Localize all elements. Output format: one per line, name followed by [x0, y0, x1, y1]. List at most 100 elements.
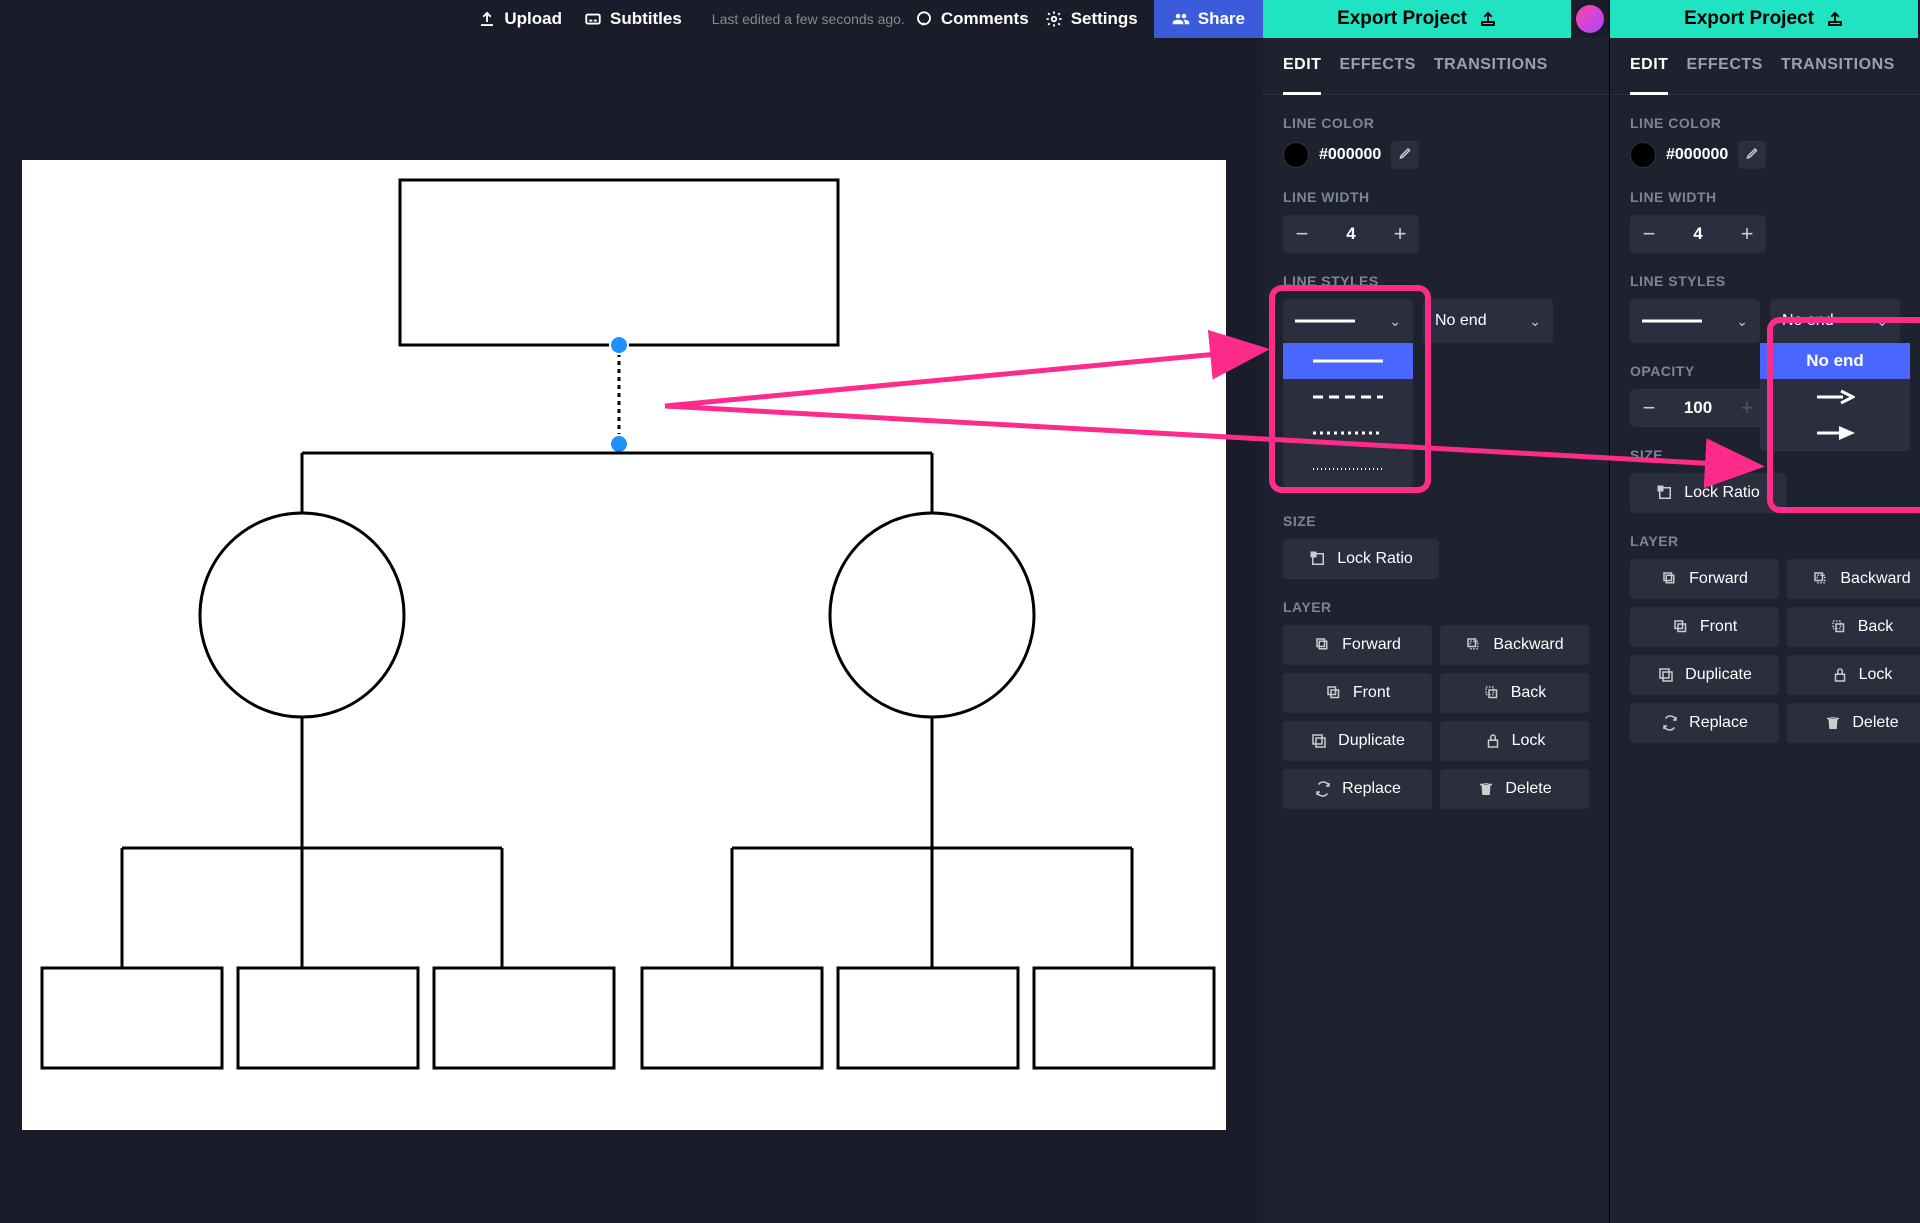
replace-button-1[interactable]: Replace	[1283, 769, 1432, 809]
duplicate-button-1[interactable]: Duplicate	[1283, 721, 1432, 761]
canvas-svg	[22, 160, 1226, 1130]
avatar-image-1	[1576, 5, 1604, 33]
lock-ratio-icon	[1656, 484, 1674, 502]
export-button-2[interactable]: Export Project	[1610, 0, 1918, 38]
backward-button-2[interactable]: Backward	[1787, 559, 1920, 599]
settings-button[interactable]: Settings	[1045, 9, 1138, 29]
delete-button-2[interactable]: Delete	[1787, 703, 1920, 743]
duplicate-label: Duplicate	[1685, 666, 1752, 684]
back-label: Back	[1858, 618, 1894, 636]
edit-panel-1: Export Project EDIT EFFECTS TRANSITIONS …	[1263, 0, 1609, 1223]
chevron-down-icon: ⌄	[1876, 313, 1888, 330]
subtitles-label: Subtitles	[610, 9, 682, 29]
canvas-area[interactable]	[22, 160, 1226, 1130]
delete-button-1[interactable]: Delete	[1440, 769, 1589, 809]
forward-button-2[interactable]: Forward	[1630, 559, 1779, 599]
front-button-2[interactable]: Front	[1630, 607, 1779, 647]
tab-transitions-2[interactable]: TRANSITIONS	[1781, 56, 1895, 84]
layer-label-1: LAYER	[1263, 579, 1609, 625]
duplicate-icon	[1310, 732, 1328, 750]
forward-label: Forward	[1689, 570, 1748, 588]
line-width-stepper-2: − 4 +	[1630, 215, 1766, 253]
opacity-val-2: 100	[1668, 398, 1728, 418]
lock-button-2[interactable]: Lock	[1787, 655, 1920, 695]
replace-label: Replace	[1342, 780, 1401, 798]
edit-panel-2: Export Project EDIT EFFECTS TRANSITIONS …	[1610, 0, 1920, 1223]
duplicate-icon	[1657, 666, 1675, 684]
duplicate-button-2[interactable]: Duplicate	[1630, 655, 1779, 695]
backward-icon	[1465, 636, 1483, 654]
line-end-select-1[interactable]: No end ⌄	[1423, 299, 1553, 343]
tab-edit-1[interactable]: EDIT	[1283, 56, 1321, 95]
line-end-opt-arrow-solid[interactable]	[1760, 415, 1910, 451]
upload-label: Upload	[504, 9, 562, 29]
forward-button-1[interactable]: Forward	[1283, 625, 1432, 665]
eyedropper-icon-1[interactable]	[1391, 141, 1419, 169]
forward-icon	[1661, 570, 1679, 588]
line-end-opt-arrow-open[interactable]	[1760, 379, 1910, 415]
line-style-select-2[interactable]: ⌄	[1630, 299, 1760, 343]
tab-edit-2[interactable]: EDIT	[1630, 56, 1668, 95]
lock-label: Lock	[1859, 666, 1893, 684]
replace-button-2[interactable]: Replace	[1630, 703, 1779, 743]
line-style-solid-icon	[1642, 319, 1702, 323]
line-style-opt-fine-dotted[interactable]	[1283, 451, 1413, 487]
line-style-opt-dotted[interactable]	[1283, 415, 1413, 451]
line-color-hex-1: #000000	[1319, 146, 1381, 164]
delete-icon	[1824, 714, 1842, 732]
delete-label: Delete	[1505, 780, 1551, 798]
line-styles-label-1: LINE STYLES	[1263, 253, 1609, 299]
line-width-val-1: 4	[1321, 224, 1381, 244]
backward-button-1[interactable]: Backward	[1440, 625, 1589, 665]
lock-ratio-button-1[interactable]: Lock Ratio	[1283, 539, 1439, 579]
layer-label-2: LAYER	[1610, 513, 1920, 559]
share-button[interactable]: Share	[1154, 0, 1263, 38]
opacity-dec-2[interactable]: −	[1630, 389, 1668, 427]
line-width-dec-1[interactable]: −	[1283, 215, 1321, 253]
line-end-select-2[interactable]: No end ⌄ No end	[1770, 299, 1900, 343]
front-button-1[interactable]: Front	[1283, 673, 1432, 713]
line-color-swatch-2[interactable]	[1630, 142, 1656, 168]
back-button-1[interactable]: Back	[1440, 673, 1589, 713]
front-icon	[1672, 618, 1690, 636]
line-color-swatch-1[interactable]	[1283, 142, 1309, 168]
lock-button-1[interactable]: Lock	[1440, 721, 1589, 761]
tab-effects-2[interactable]: EFFECTS	[1686, 56, 1762, 84]
comments-icon	[915, 10, 933, 28]
line-style-opt-solid[interactable]	[1283, 343, 1413, 379]
size-label-1: SIZE	[1263, 493, 1609, 539]
settings-label: Settings	[1071, 9, 1138, 29]
upload-button[interactable]: Upload	[478, 9, 562, 29]
avatar-1[interactable]	[1571, 0, 1609, 38]
replace-label: Replace	[1689, 714, 1748, 732]
lock-icon	[1484, 732, 1502, 750]
export-label-2: Export Project	[1684, 8, 1814, 30]
duplicate-label: Duplicate	[1338, 732, 1405, 750]
lock-ratio-label-2: Lock Ratio	[1684, 484, 1760, 502]
line-style-opt-dashed[interactable]	[1283, 379, 1413, 415]
line-width-inc-2[interactable]: +	[1728, 215, 1766, 253]
subtitles-button[interactable]: Subtitles	[584, 9, 682, 29]
export-button-1[interactable]: Export Project	[1263, 0, 1571, 38]
tab-effects-1[interactable]: EFFECTS	[1339, 56, 1415, 84]
line-end-label-2: No end	[1782, 312, 1834, 330]
comments-button[interactable]: Comments	[915, 9, 1029, 29]
line-end-opt-none[interactable]: No end	[1760, 343, 1910, 379]
line-width-inc-1[interactable]: +	[1381, 215, 1419, 253]
delete-icon	[1477, 780, 1495, 798]
lock-icon	[1831, 666, 1849, 684]
back-button-2[interactable]: Back	[1787, 607, 1920, 647]
last-edited-text: Last edited a few seconds ago.	[712, 11, 905, 27]
eyedropper-icon-2[interactable]	[1738, 141, 1766, 169]
tab-transitions-1[interactable]: TRANSITIONS	[1434, 56, 1548, 84]
line-style-select-1[interactable]: ⌄	[1283, 299, 1413, 343]
upload-icon	[478, 10, 496, 28]
replace-icon	[1661, 714, 1679, 732]
lock-ratio-icon	[1309, 550, 1327, 568]
replace-icon	[1314, 780, 1332, 798]
line-style-dropdown-1	[1283, 343, 1413, 487]
export-icon	[1479, 10, 1497, 28]
line-width-dec-2[interactable]: −	[1630, 215, 1668, 253]
tabs-1: EDIT EFFECTS TRANSITIONS	[1263, 38, 1609, 95]
lock-ratio-button-2[interactable]: Lock Ratio	[1630, 473, 1786, 513]
